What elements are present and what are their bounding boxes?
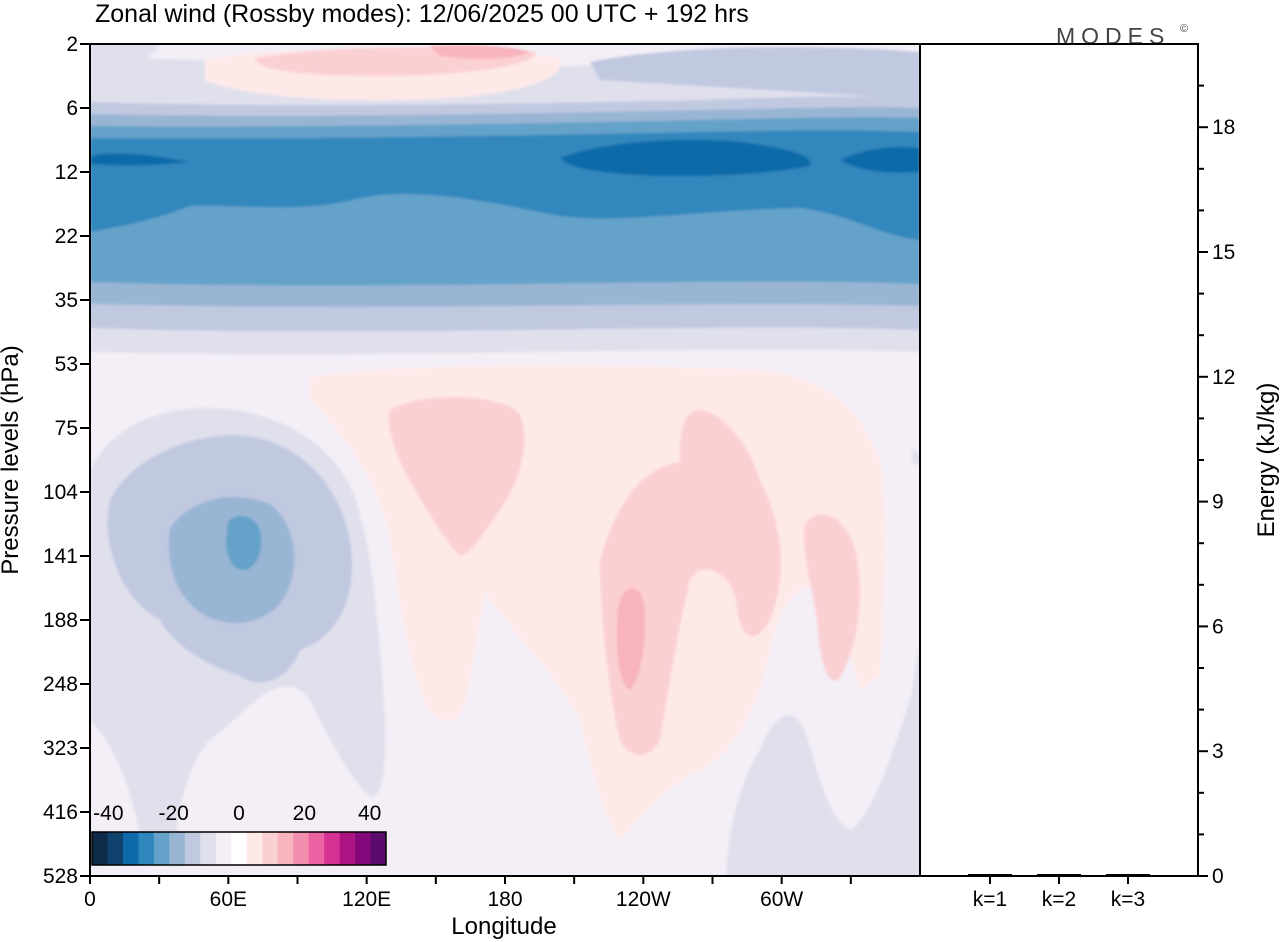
- colorbar-swatch: [92, 832, 108, 865]
- colorbar-swatch: [138, 832, 155, 865]
- westerly-cell-1: [388, 396, 525, 556]
- energy-bar: [1037, 874, 1081, 876]
- pressure-tick-label: 12: [55, 161, 78, 184]
- pressure-tick-label: 323: [43, 737, 78, 760]
- longitude-tick-label: 120E: [342, 888, 391, 911]
- pressure-tick-label: 528: [43, 865, 78, 888]
- energy-tick-label: 6: [1212, 615, 1224, 638]
- colorbar-swatch: [355, 832, 371, 865]
- energy-bar: [968, 874, 1012, 876]
- easterly-region-edge: [912, 449, 920, 464]
- energy-tick-label: 0: [1212, 865, 1224, 888]
- westerly-cell-3: [803, 514, 861, 681]
- colorbar-swatch: [339, 832, 356, 865]
- band-level-6-left: [90, 153, 190, 166]
- longitude-tick-label: 180: [487, 888, 522, 911]
- chart-title: Zonal wind (Rossby modes): 12/06/2025 00…: [95, 0, 749, 28]
- pressure-axis: 2 6 12 22 35 53 75 104 141 188 248 323 416 528: [43, 33, 90, 888]
- pressure-tick-label: 416: [43, 801, 78, 824]
- band-westerly-peak: [430, 45, 530, 59]
- colorbar-swatch: [107, 832, 124, 865]
- colorbar-tick-label: -20: [158, 802, 188, 825]
- colorbar-swatch: [246, 832, 263, 865]
- pressure-tick-label: 104: [43, 481, 78, 504]
- colorbar-swatch: [153, 832, 170, 865]
- x-axis-title: Longitude: [451, 913, 556, 940]
- pressure-tick-label: 53: [55, 353, 78, 376]
- pressure-tick-label: 75: [55, 417, 78, 440]
- easterly-region-right: [726, 640, 920, 876]
- category-label: k=2: [1042, 888, 1076, 911]
- colorbar-swatch: [184, 832, 201, 865]
- colorbar-tick-label: 0: [233, 802, 245, 825]
- energy-tick-label: 12: [1212, 366, 1235, 389]
- stratospheric-bands: [90, 44, 920, 355]
- longitude-tick-label: 60W: [760, 888, 803, 911]
- longitude-tick-label: 120W: [616, 888, 671, 911]
- pressure-tick-label: 6: [66, 97, 78, 120]
- colorbar-swatch: [293, 832, 309, 865]
- energy-tick-label: 15: [1212, 241, 1235, 264]
- pressure-tick-label: 22: [55, 225, 78, 248]
- category-label: k=3: [1111, 888, 1145, 911]
- category-label: k=1: [973, 888, 1007, 911]
- energy-panel-frame: [919, 43, 1199, 877]
- energy-bars: k=1 k=2 k=3: [968, 874, 1150, 911]
- pressure-tick-label: 188: [43, 609, 78, 632]
- longitude-axis: 0 60E 120E 180 120W 60W: [84, 876, 852, 911]
- colorbar-swatch: [308, 832, 325, 865]
- colorbar-swatch: [277, 832, 294, 865]
- colorbar-swatch: [262, 832, 278, 865]
- pressure-tick-label: 35: [55, 289, 78, 312]
- zonal-wind-field: [90, 44, 920, 876]
- colorbar-swatch: [169, 832, 186, 865]
- colorbar-tick-label: 40: [358, 802, 381, 825]
- colorbar-tick-label: -40: [93, 802, 123, 825]
- modes-logo: MODES: [1056, 23, 1170, 49]
- energy-tick-label: 3: [1212, 740, 1224, 763]
- colorbar-swatch: [122, 832, 139, 865]
- pressure-tick-label: 248: [43, 673, 78, 696]
- energy-bar: [1106, 874, 1150, 876]
- colorbar-frame: [91, 831, 387, 866]
- longitude-tick-label: 60E: [210, 888, 247, 911]
- colorbar-swatch: [200, 832, 217, 865]
- logo-mark: ©: [1180, 23, 1188, 35]
- y-axis-title: Pressure levels (hPa): [0, 345, 24, 574]
- tropospheric-cells: [90, 365, 920, 876]
- westerly-cell-2: [600, 410, 781, 755]
- band-level-6-far-right: [840, 147, 920, 173]
- band-left-fringe: [90, 44, 160, 80]
- colorbar-swatch: [231, 832, 248, 865]
- energy-axis: 0 3 6 9 12 15 18: [1198, 84, 1235, 888]
- pressure-tick-label: 2: [66, 33, 78, 56]
- westerly-cell-2-core: [616, 587, 646, 690]
- pressure-tick-label: 141: [43, 545, 78, 568]
- band-level-6-right: [560, 139, 811, 176]
- colorbar-swatch: [370, 832, 387, 865]
- energy-axis-title: Energy (kJ/kg): [1253, 383, 1280, 538]
- band-right-upper: [590, 46, 920, 100]
- energy-tick-label: 9: [1212, 491, 1224, 514]
- colorbar-swatch: [324, 832, 340, 865]
- energy-tick-label: 18: [1212, 116, 1235, 139]
- easterly-cell-core: [226, 515, 262, 571]
- colorbar: -40 -20 0 20 40: [91, 802, 387, 866]
- longitude-tick-label: 0: [84, 888, 96, 911]
- colorbar-swatch: [215, 832, 232, 865]
- colorbar-tick-label: 20: [293, 802, 316, 825]
